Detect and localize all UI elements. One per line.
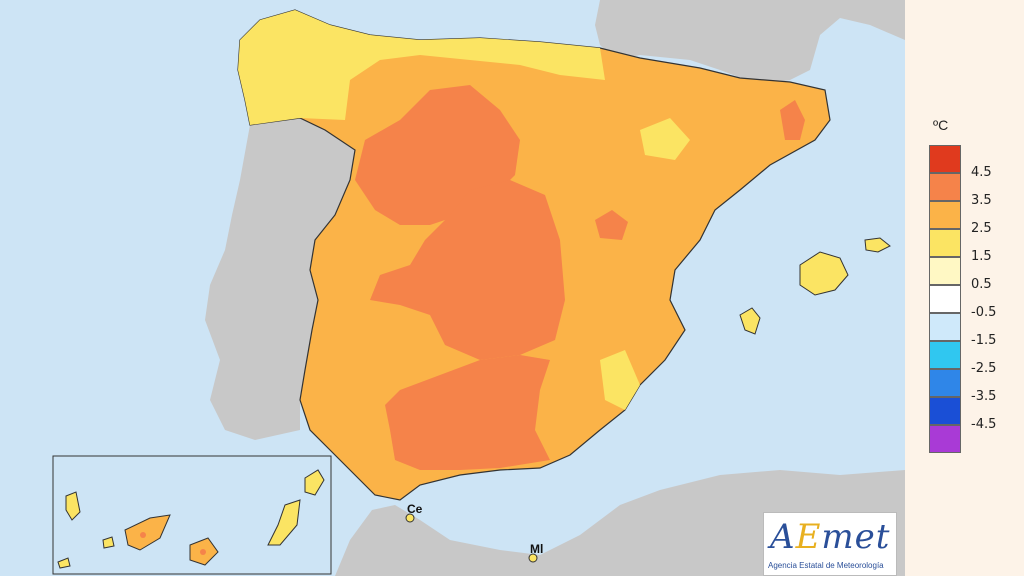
island-la-palma [65,491,81,521]
legend-swatch [929,229,961,257]
ceuta-marker [405,513,415,523]
legend-swatch [929,341,961,369]
hotspot-tenerife [140,532,146,538]
legend-swatch [929,369,961,397]
island-tenerife [124,514,171,551]
logo-subtitle: Agencia Estatal de Meteorología [768,561,884,570]
hotspot-gran-canaria [200,549,206,555]
legend-label: -2.5 [971,361,997,376]
zone-ne-35 [780,100,805,140]
zone-east-15 [600,350,640,410]
zone-east-35 [595,210,628,240]
legend-swatch [929,257,961,285]
ceuta-label: Ce [407,502,423,516]
legend-swatch [929,313,961,341]
island-ibiza [739,307,761,335]
land-africa [335,470,905,576]
legend-label: 4.5 [971,165,992,180]
land-portugal [205,118,355,440]
zone-north-15 [238,10,605,125]
legend-swatch [929,201,961,229]
melilla-label: Ml [530,542,543,556]
legend-label: -3.5 [971,389,997,404]
legend-label: 1.5 [971,249,992,264]
island-lanzarote [304,469,325,496]
zone-south-35 [385,355,550,470]
legend-label: 3.5 [971,193,992,208]
legend-label: -1.5 [971,333,997,348]
zone-ne-15 [640,118,690,160]
legend-swatch [929,397,961,425]
island-mallorca [799,251,849,296]
legend-label: 0.5 [971,277,992,292]
legend: ºC 4.5 3.5 2.5 1.5 0.5 -0.5 -1.5 -2.5 -3.5 -4.5 [905,0,1024,576]
legend-label: -4.5 [971,417,997,432]
logo-wordmark: AEmet [770,517,891,557]
legend-label: 2.5 [971,221,992,236]
island-menorca [864,237,891,253]
anomaly-map: Ce Ml [0,0,905,576]
legend-label: -0.5 [971,305,997,320]
island-fuerteventura [267,499,301,546]
legend-swatch [929,285,961,313]
zone-centre-35 [370,180,565,360]
aemet-logo: AEmet Agencia Estatal de Meteorología [763,512,897,576]
land-france [595,0,905,85]
legend-swatch [929,173,961,201]
legend-swatch [929,425,961,453]
legend-swatch [929,145,961,173]
island-hierro [57,557,71,569]
legend-unit: ºC [933,117,949,133]
melilla-marker [528,553,538,563]
island-gomera [102,536,115,549]
